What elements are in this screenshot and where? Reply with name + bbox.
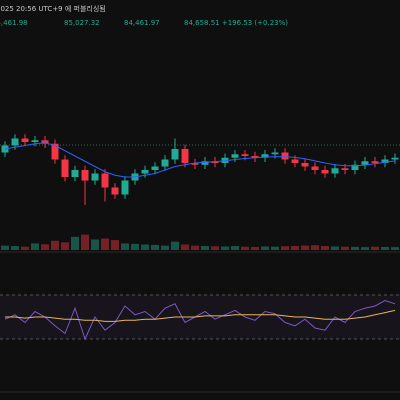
volume-bar: [31, 243, 39, 250]
volume-bar: [81, 234, 89, 250]
volume-bar: [1, 245, 9, 250]
candle-body: [381, 159, 389, 163]
volume-bar: [371, 246, 379, 250]
candle-body: [261, 154, 269, 158]
candle-body: [171, 149, 179, 160]
candle-body: [351, 164, 359, 170]
candle-body: [341, 168, 349, 170]
candle-body: [331, 168, 339, 174]
volume-bar: [321, 246, 329, 250]
candle-body: [291, 159, 299, 163]
volume-bar: [61, 242, 69, 250]
volume-bar: [101, 238, 109, 250]
volume-bar: [41, 244, 49, 250]
candle-body: [391, 157, 399, 160]
header-high: 85,027.32: [64, 19, 100, 27]
candle-body: [231, 154, 239, 158]
candle-body: [151, 166, 159, 170]
candle-body: [101, 173, 109, 188]
candle-body: [21, 138, 29, 142]
volume-bar: [251, 246, 259, 250]
candle-body: [321, 170, 329, 174]
candle-body: [161, 159, 169, 167]
candle-body: [91, 173, 99, 181]
candle-body: [11, 138, 19, 146]
candle-body: [141, 170, 149, 174]
volume-bar: [341, 246, 349, 250]
candle-body: [191, 163, 199, 165]
candle-body: [361, 161, 369, 165]
candle-body: [51, 143, 59, 160]
candle-body: [121, 180, 129, 195]
candle-body: [271, 152, 279, 155]
volume-bar: [181, 244, 189, 250]
volume-bar: [191, 245, 199, 250]
candle-body: [281, 152, 289, 160]
candle-body: [301, 163, 309, 167]
volume-bar: [391, 247, 399, 250]
header-open: 84,461.98: [0, 19, 28, 27]
candle-body: [371, 161, 379, 163]
candle-body: [241, 154, 249, 156]
volume-bar: [111, 240, 119, 250]
volume-bar: [211, 246, 219, 250]
volume-bar: [21, 246, 29, 250]
volume-bar: [51, 240, 59, 250]
volume-bar: [281, 246, 289, 250]
volume-bar: [121, 243, 129, 250]
volume-bar: [201, 246, 209, 250]
volume-bar: [161, 245, 169, 250]
candle-body: [201, 161, 209, 165]
header-time: 2025 20:56 UTC+9 에 퍼블리싱됨: [0, 4, 106, 13]
header-close: 84,658.51 +196.53 (+0.23%): [184, 19, 288, 27]
volume-bar: [221, 246, 229, 250]
volume-bar: [11, 246, 19, 250]
candle-body: [251, 156, 259, 158]
volume-bar: [131, 243, 139, 250]
volume-bar: [311, 245, 319, 250]
candle-body: [311, 166, 319, 170]
candle-body: [81, 170, 89, 181]
volume-bar: [381, 246, 389, 250]
volume-bar: [141, 244, 149, 250]
candle-body: [61, 159, 69, 177]
header-low: 84,461.97: [124, 19, 160, 27]
candle-body: [211, 161, 219, 163]
volume-bar: [361, 247, 369, 250]
candle-body: [181, 149, 189, 163]
rsi-band: [0, 295, 400, 339]
volume-bar: [291, 246, 299, 250]
volume-bar: [331, 246, 339, 250]
volume-bar: [261, 246, 269, 250]
moving-average: [4, 142, 396, 178]
candle-body: [71, 170, 79, 177]
candle-body: [221, 157, 229, 163]
volume-bar: [351, 246, 359, 250]
candle-body: [41, 140, 49, 144]
volume-bar: [171, 241, 179, 250]
volume-bar: [241, 246, 249, 250]
candle-body: [31, 140, 39, 142]
volume-bar: [271, 246, 279, 250]
volume-bar: [91, 239, 99, 250]
volume-bar: [231, 246, 239, 250]
candle-body: [111, 187, 119, 195]
volume-bar: [71, 236, 79, 250]
rsi-ma-line: [5, 309, 396, 322]
volume-bar: [301, 245, 309, 250]
volume-bar: [151, 244, 159, 250]
rsi-line: [4, 299, 396, 341]
